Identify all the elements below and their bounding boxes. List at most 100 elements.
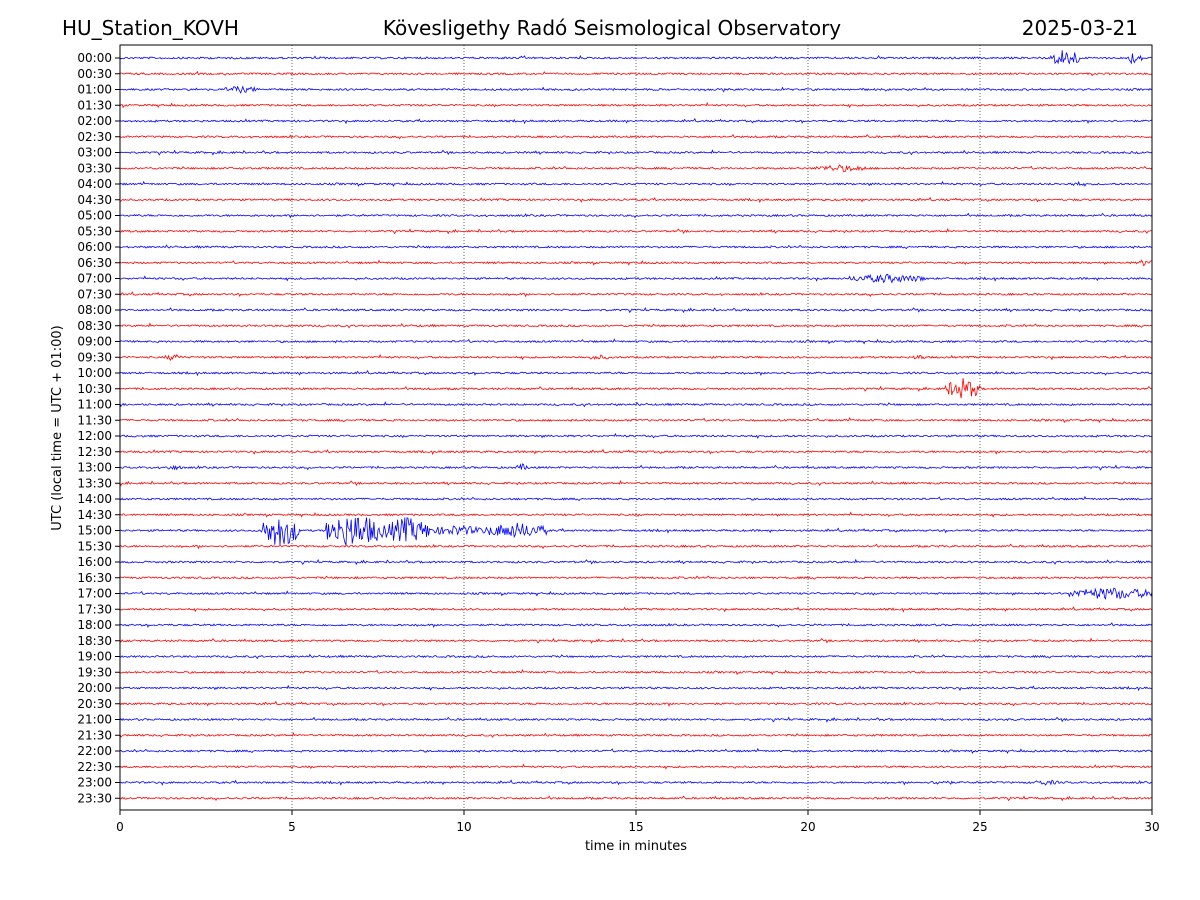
y-tick-label: 22:30 [77,760,112,774]
y-tick-label: 12:30 [77,445,112,459]
y-tick-label: 17:00 [77,587,112,601]
trace-2330 [119,795,1153,802]
trace-0000 [119,50,1153,65]
y-tick-label: 19:00 [77,650,112,664]
trace-1600 [119,558,1153,566]
y-tick-label: 16:00 [77,555,112,569]
y-tick-label: 08:30 [77,319,112,333]
trace-1830 [119,637,1153,644]
trace-0130 [119,101,1153,109]
y-tick-label: 20:00 [77,681,112,695]
trace-0400 [119,180,1153,187]
x-tick-label: 0 [116,820,124,834]
x-ticks: 0 5 10 15 20 25 30 [116,810,1160,834]
trace-0030 [119,70,1153,77]
trace-1530 [120,543,1152,550]
y-tick-label: 04:30 [77,193,112,207]
y-tick-label: 07:00 [77,272,112,286]
trace-1030 [119,378,1153,399]
x-tick-label: 10 [456,820,471,834]
y-tick-label: 00:00 [77,51,112,65]
y-tick-label: 03:30 [77,161,112,175]
trace-1130 [119,417,1152,424]
trace-0700 [119,273,1153,284]
y-tick-label: 13:00 [77,461,112,475]
trace-2300 [120,779,1153,786]
trace-1430 [119,511,1153,518]
date-title: 2025-03-21 [1022,16,1138,40]
y-tick-label: 00:30 [77,67,112,81]
trace-0100 [119,85,1153,94]
y-tick-label: 03:00 [77,146,112,160]
y-tick-label: 06:30 [77,256,112,270]
y-tick-label: 10:30 [77,382,112,396]
trace-1800 [119,622,1153,629]
trace-0630 [119,259,1153,267]
trace-0830 [119,322,1153,329]
y-tick-label: 01:00 [77,83,112,97]
trace-0800 [120,307,1153,314]
station-title: HU_Station_KOVH [62,16,239,40]
trace-2200 [119,747,1153,754]
trace-0900 [119,338,1153,345]
x-tick-label: 5 [288,820,296,834]
trace-1930 [119,669,1153,676]
trace-0730 [119,291,1153,298]
trace-0530 [119,228,1153,235]
y-tick-label: 23:30 [77,791,112,805]
y-tick-label: 23:00 [77,776,112,790]
y-tick-label: 09:30 [77,350,112,364]
trace-1500 [119,517,1153,546]
x-tick-label: 15 [628,820,643,834]
trace-0430 [119,196,1153,204]
trace-1200 [119,432,1153,439]
y-tick-label: 21:00 [77,713,112,727]
x-tick-label: 20 [800,820,815,834]
trace-0230 [119,134,1153,140]
plot-frame [119,44,1153,811]
trace-1230 [119,448,1153,456]
x-tick-label: 25 [972,820,987,834]
y-tick-label: 07:30 [77,287,112,301]
trace-1630 [119,575,1153,580]
trace-2100 [119,716,1153,723]
y-tick-label: 15:00 [77,524,112,538]
y-tick-label: 02:30 [77,130,112,144]
y-tick-label: 18:00 [77,618,112,632]
trace-1700 [119,587,1153,600]
y-tick-label: 18:30 [77,634,112,648]
trace-1000 [119,369,1153,377]
y-tick-label: 11:30 [77,413,112,427]
y-tick-label: 12:00 [77,429,112,443]
y-tick-label: 09:00 [77,335,112,349]
y-tick-label: 19:30 [77,665,112,679]
y-tick-label: 05:00 [77,209,112,223]
trace-2130 [119,732,1153,738]
trace-0930 [119,354,1153,362]
trace-1300 [119,463,1152,471]
trace-0330 [119,164,1153,172]
x-tick-label: 30 [1144,820,1159,834]
y-tick-label: 01:30 [77,98,112,112]
y-tick-label: 16:30 [77,571,112,585]
y-tick-label: 20:30 [77,697,112,711]
x-axis-label: time in minutes [585,839,687,854]
y-tick-label: 06:00 [77,240,112,254]
trace-0300 [119,149,1153,156]
trace-0600 [119,244,1153,250]
y-tick-label: 22:00 [77,744,112,758]
y-tick-label: 21:30 [77,728,112,742]
chart-title: Kövesligethy Radó Seismological Observat… [383,16,841,40]
y-tick-label: 13:30 [77,476,112,490]
y-tick-label: 04:00 [77,177,112,191]
y-tick-label: 14:00 [77,492,112,506]
trace-group [119,50,1153,802]
y-tick-label: 08:00 [77,303,112,317]
y-tick-label: 02:00 [77,114,112,128]
trace-1100 [119,401,1153,408]
trace-0200 [119,117,1153,125]
y-axis-label: UTC (local time = UTC + 01:00) [50,325,65,530]
trace-0500 [119,212,1153,219]
y-tick-label: 17:30 [77,602,112,616]
